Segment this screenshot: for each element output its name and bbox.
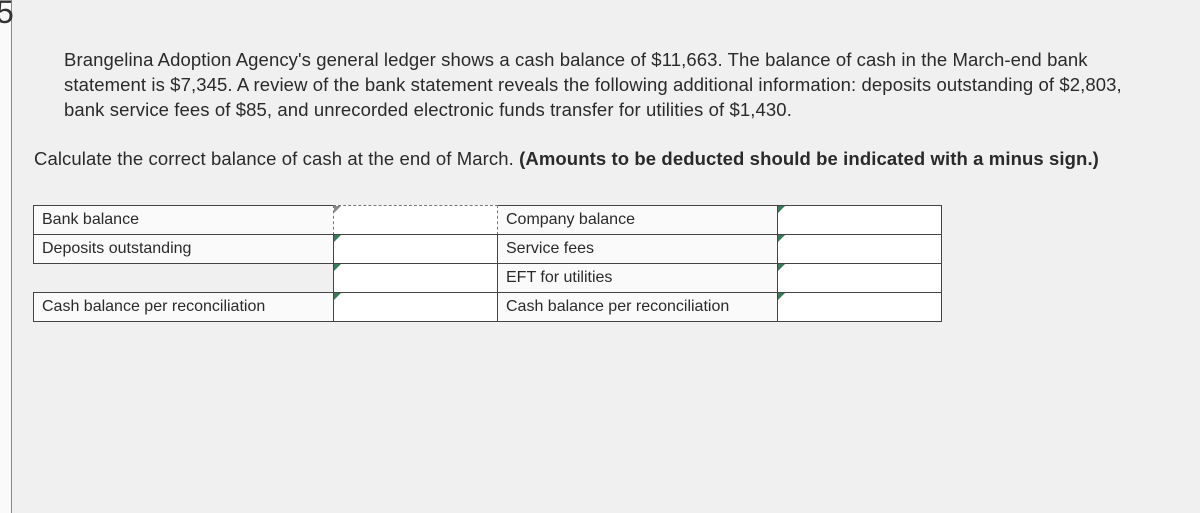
instruction-bold: (Amounts to be deducted should be indica…: [519, 148, 1099, 169]
label-company-balance: Company balance: [497, 205, 778, 235]
instruction-plain: Calculate the correct balance of cash at…: [34, 148, 519, 169]
input-deposits-outstanding[interactable]: [333, 234, 498, 264]
input-cash-balance-right[interactable]: [777, 292, 942, 322]
content-area: Brangelina Adoption Agency's general led…: [64, 48, 1150, 322]
input-service-fees[interactable]: [777, 234, 942, 264]
input-cash-balance-left[interactable]: [333, 292, 498, 322]
label-bank-balance: Bank balance: [33, 205, 334, 235]
problem-number: 5: [0, 0, 14, 31]
instruction-text: Calculate the correct balance of cash at…: [34, 147, 1150, 172]
label-deposits-outstanding: Deposits outstanding: [33, 234, 334, 264]
input-eft-utilities[interactable]: [777, 263, 942, 293]
input-extra-left[interactable]: [333, 263, 498, 293]
bank-side-inputs: [334, 206, 498, 322]
company-side-inputs: [778, 206, 942, 322]
label-cash-balance-left: Cash balance per reconciliation: [33, 292, 334, 322]
reconciliation-table: Bank balance Deposits outstanding Cash b…: [34, 206, 1150, 322]
label-service-fees: Service fees: [497, 234, 778, 264]
label-eft-utilities: EFT for utilities: [497, 263, 778, 293]
input-company-balance[interactable]: [777, 205, 942, 235]
label-cash-balance-right: Cash balance per reconciliation: [497, 292, 778, 322]
input-bank-balance[interactable]: [333, 205, 498, 235]
bank-side-labels: Bank balance Deposits outstanding Cash b…: [34, 206, 334, 322]
label-empty-row: [33, 263, 334, 293]
company-side-labels: Company balance Service fees EFT for uti…: [498, 206, 778, 322]
page-edge: [0, 0, 12, 513]
problem-text: Brangelina Adoption Agency's general led…: [64, 48, 1150, 123]
